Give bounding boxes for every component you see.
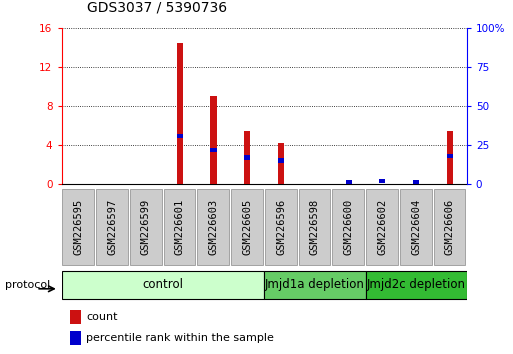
FancyBboxPatch shape — [400, 189, 432, 265]
FancyBboxPatch shape — [231, 189, 263, 265]
Text: protocol: protocol — [5, 280, 50, 290]
FancyBboxPatch shape — [96, 189, 128, 265]
Bar — [70, 331, 81, 345]
FancyBboxPatch shape — [366, 189, 398, 265]
Text: GDS3037 / 5390736: GDS3037 / 5390736 — [87, 0, 227, 14]
Bar — [244, 131, 250, 184]
Text: Jmjd2c depletion: Jmjd2c depletion — [367, 279, 466, 291]
FancyBboxPatch shape — [164, 189, 195, 265]
Bar — [447, 131, 453, 184]
Text: GSM226602: GSM226602 — [378, 199, 387, 255]
Text: GSM226606: GSM226606 — [445, 199, 455, 255]
FancyBboxPatch shape — [365, 271, 467, 299]
Text: GSM226603: GSM226603 — [209, 199, 219, 255]
FancyBboxPatch shape — [299, 189, 330, 265]
Bar — [70, 310, 81, 324]
FancyBboxPatch shape — [433, 189, 465, 265]
FancyBboxPatch shape — [62, 189, 94, 265]
Text: GSM226600: GSM226600 — [344, 199, 353, 255]
Text: GSM226601: GSM226601 — [175, 199, 185, 255]
Bar — [176, 43, 183, 184]
Text: GSM226597: GSM226597 — [107, 199, 117, 255]
Bar — [244, 155, 250, 160]
Bar — [447, 154, 453, 158]
Bar — [278, 143, 284, 184]
Text: GSM226599: GSM226599 — [141, 199, 151, 255]
Bar — [176, 133, 183, 138]
Bar — [379, 179, 385, 183]
Text: percentile rank within the sample: percentile rank within the sample — [86, 333, 274, 343]
Text: control: control — [143, 279, 183, 291]
Text: GSM226598: GSM226598 — [310, 199, 320, 255]
FancyBboxPatch shape — [265, 189, 297, 265]
Bar — [278, 159, 284, 163]
Text: GSM226605: GSM226605 — [242, 199, 252, 255]
FancyBboxPatch shape — [198, 189, 229, 265]
Text: count: count — [86, 312, 117, 322]
Text: GSM226596: GSM226596 — [276, 199, 286, 255]
Bar — [346, 180, 352, 185]
Text: GSM226595: GSM226595 — [73, 199, 84, 255]
FancyBboxPatch shape — [332, 189, 364, 265]
Bar — [210, 97, 216, 184]
FancyBboxPatch shape — [130, 189, 162, 265]
Text: GSM226604: GSM226604 — [411, 199, 421, 255]
Text: Jmjd1a depletion: Jmjd1a depletion — [265, 279, 365, 291]
FancyBboxPatch shape — [264, 271, 365, 299]
FancyBboxPatch shape — [62, 271, 264, 299]
Bar — [413, 180, 419, 185]
Bar — [210, 148, 216, 152]
